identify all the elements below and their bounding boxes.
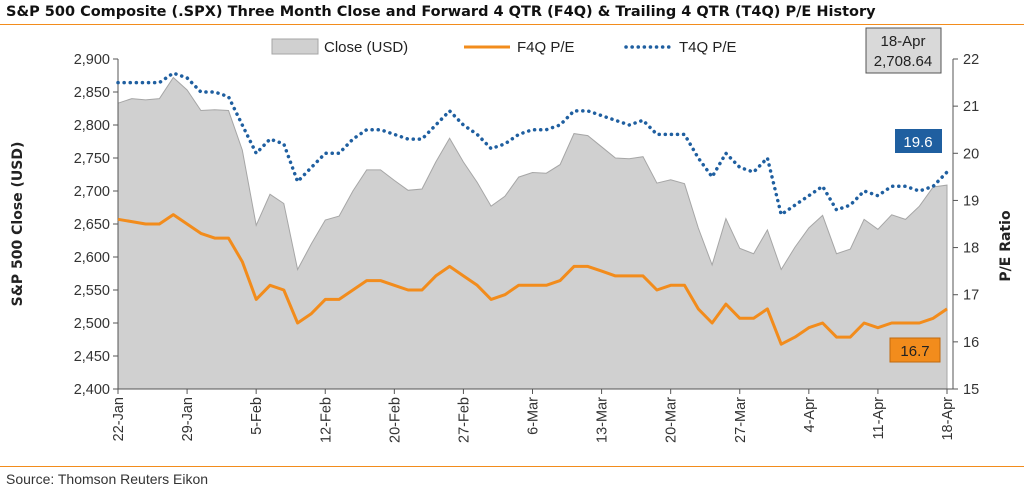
legend-t4q-label: T4Q P/E <box>679 39 737 56</box>
f4q-last-callout <box>889 337 941 363</box>
x-tick-label: 11-Apr <box>871 397 887 440</box>
y-axis-title: S&P 500 Close (USD) <box>10 142 26 307</box>
series-close-area <box>117 76 948 390</box>
x-tick-label: 20-Feb <box>387 397 403 443</box>
x-tick-label: 12-Feb <box>318 397 334 443</box>
x-tick-label: 20-Mar <box>664 397 680 443</box>
t4q-last-value: 19.6 <box>903 134 932 151</box>
last-close-value: 2,708.64 <box>874 53 932 70</box>
x-tick-label: 4-Apr <box>802 397 818 433</box>
y-tick-label: 2,650 <box>74 217 110 233</box>
legend-f4q-label: F4Q P/E <box>517 39 575 56</box>
y2-tick-label: 18 <box>963 241 979 257</box>
title-rule <box>0 24 1024 25</box>
x-tick-label: 27-Feb <box>456 397 472 443</box>
legend-close-label: Close (USD) <box>324 39 408 56</box>
y-tick-label: 2,750 <box>74 151 110 167</box>
chart-title: S&P 500 Composite (.SPX) Three Month Clo… <box>6 4 876 20</box>
last-close-date: 18-Apr <box>880 33 925 50</box>
y-tick-label: 2,600 <box>74 250 110 266</box>
f4q-last-value: 16.7 <box>900 343 929 360</box>
x-tick-label: 5-Feb <box>249 397 265 435</box>
series-t4q-line <box>116 71 949 218</box>
t4q-last-callout <box>895 129 942 153</box>
series-f4q-line <box>117 213 948 346</box>
y-tick-label: 2,500 <box>74 316 110 332</box>
y-tick-label: 2,400 <box>74 382 110 398</box>
y2-tick-label: 22 <box>963 52 979 68</box>
y2-tick-label: 15 <box>963 382 979 398</box>
x-tick-label: 29-Jan <box>180 397 196 441</box>
y2-tick-label: 17 <box>963 288 979 304</box>
y2-tick-label: 16 <box>963 335 979 351</box>
y2-axis-title: P/E Ratio <box>998 210 1014 282</box>
x-tick-label: 13-Mar <box>595 397 611 443</box>
y-tick-label: 2,850 <box>74 85 110 101</box>
y-tick-label: 2,900 <box>74 52 110 68</box>
last-close-callout <box>865 27 942 74</box>
y2-tick-label: 20 <box>963 146 979 162</box>
y-tick-label: 2,800 <box>74 118 110 134</box>
x-tick-label: 18-Apr <box>940 397 956 441</box>
legend-close-swatch <box>271 38 319 55</box>
chart-svg: 2,400 2,450 2,500 2,550 2,600 2,650 2,700 2,750… <box>10 27 1014 443</box>
footer-rule <box>0 466 1024 467</box>
x-tick-label: 6-Mar <box>526 397 542 435</box>
x-tick-label: 27-Mar <box>733 397 749 443</box>
x-tick-label: 22-Jan <box>111 397 127 441</box>
y2-tick-label: 21 <box>963 99 979 115</box>
y-tick-label: 2,700 <box>74 184 110 200</box>
y-tick-label: 2,550 <box>74 283 110 299</box>
source-note: Source: Thomson Reuters Eikon <box>6 471 209 487</box>
y2-tick-label: 19 <box>963 193 979 209</box>
y-tick-label: 2,450 <box>74 349 110 365</box>
